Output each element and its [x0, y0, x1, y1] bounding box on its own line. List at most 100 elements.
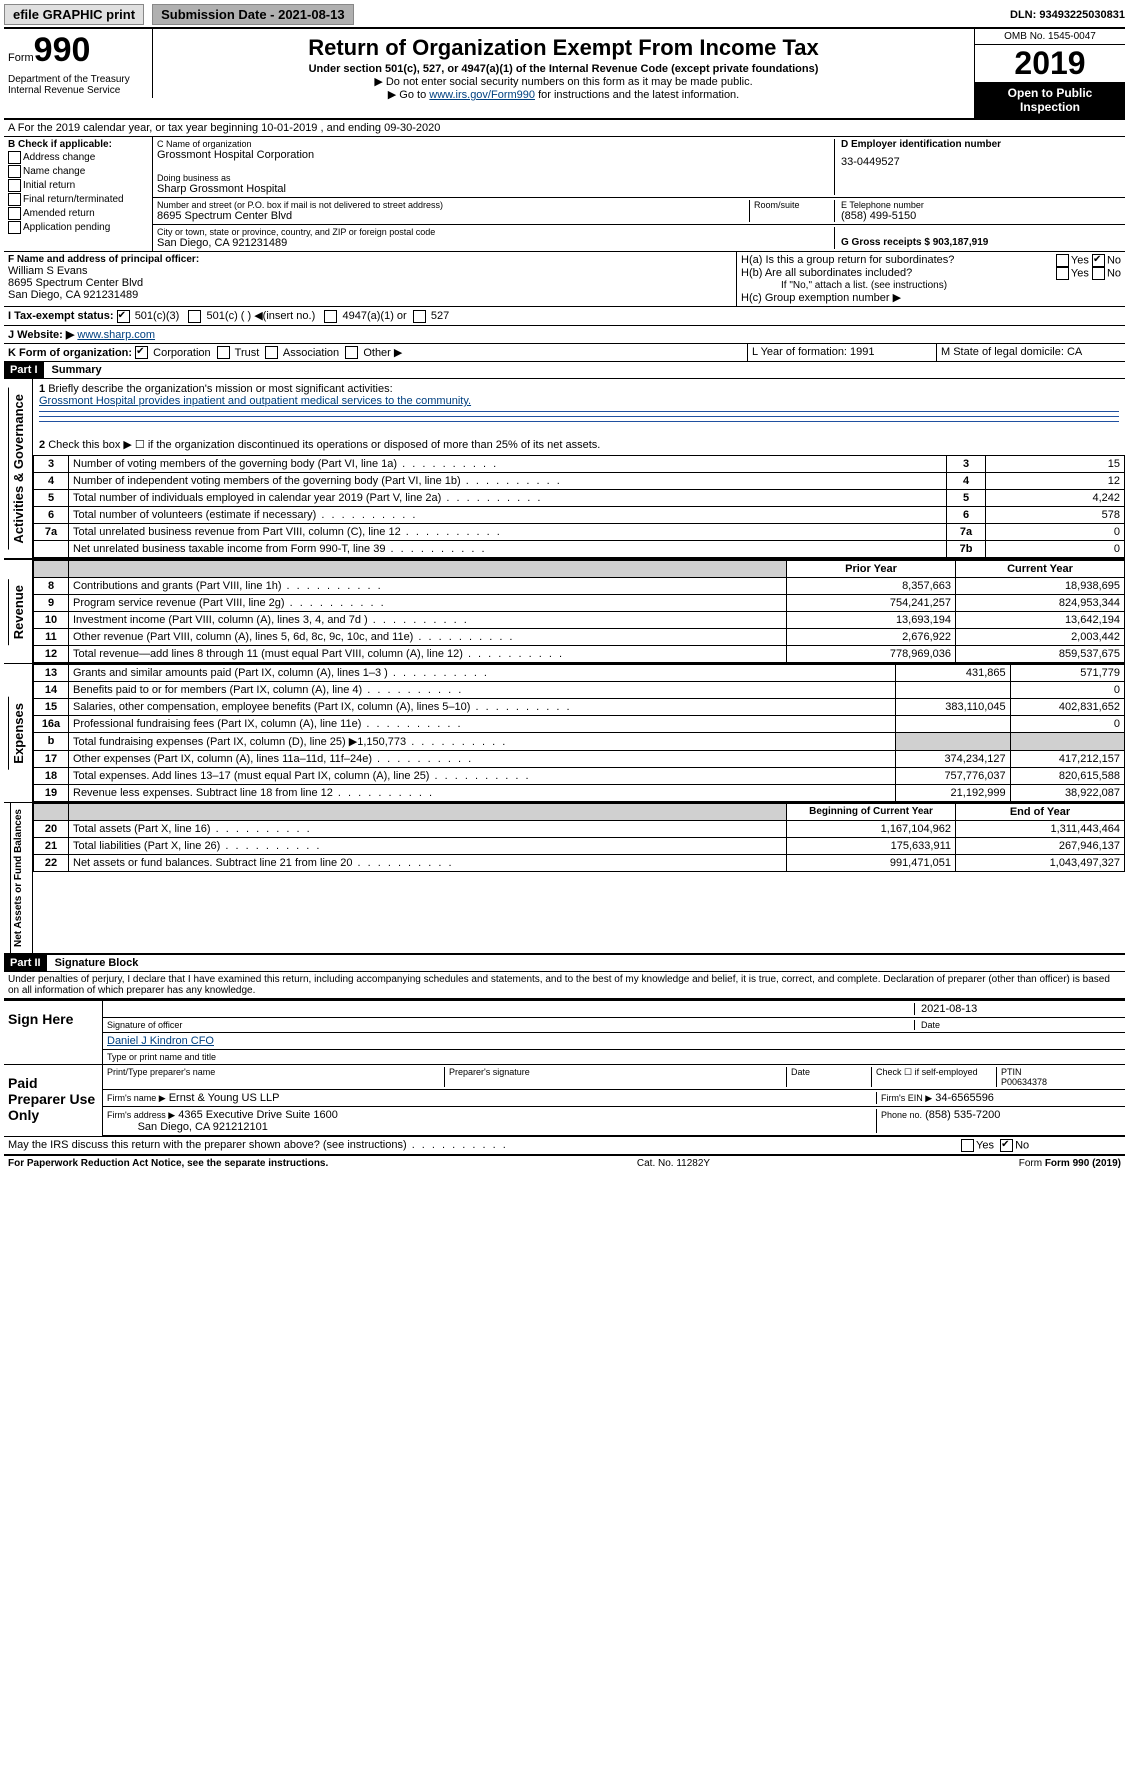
- phone-label: E Telephone number: [841, 200, 1121, 210]
- cb-initial-return[interactable]: [8, 179, 21, 192]
- sig-date-val: 2021-08-13: [914, 1003, 1121, 1015]
- box-l: L Year of formation: 1991: [747, 344, 936, 362]
- row-j: J Website: ▶ www.sharp.com: [4, 326, 1125, 344]
- side-label-exp: Expenses: [8, 697, 28, 770]
- table-row: 13Grants and similar amounts paid (Part …: [34, 665, 1125, 682]
- h-note: If "No," attach a list. (see instruction…: [741, 280, 1121, 291]
- city-label: City or town, state or province, country…: [157, 227, 834, 237]
- h-c-label: H(c) Group exemption number ▶: [741, 291, 1121, 304]
- firm-ein-label: Firm's EIN ▶: [881, 1093, 932, 1103]
- gross-receipts: G Gross receipts $ 903,187,919: [841, 237, 1121, 248]
- open-public-label: Open to Public Inspection: [975, 82, 1125, 118]
- cb-hb-no[interactable]: [1092, 267, 1105, 280]
- part2-header-row: Part II Signature Block: [4, 955, 1125, 972]
- self-employed-label: Check ☐ if self-employed: [871, 1067, 996, 1087]
- ein-value: 33-0449527: [841, 156, 1121, 168]
- cb-discuss-no[interactable]: [1000, 1139, 1013, 1152]
- sign-here-section: Sign Here 2021-08-13 Signature of office…: [4, 999, 1125, 1064]
- cb-address-change[interactable]: [8, 151, 21, 164]
- website-link[interactable]: www.sharp.com: [77, 329, 155, 341]
- addr-label: Number and street (or P.O. box if mail i…: [157, 200, 749, 210]
- cb-discuss-yes[interactable]: [961, 1139, 974, 1152]
- table-row: 6Total number of volunteers (estimate if…: [34, 507, 1125, 524]
- side-label-net: Net Assets or Fund Balances: [10, 803, 26, 953]
- h-a-label: H(a) Is this a group return for subordin…: [741, 254, 954, 267]
- cb-ha-no[interactable]: [1092, 254, 1105, 267]
- cb-final-return[interactable]: [8, 193, 21, 206]
- phone-value: (858) 499-5150: [841, 210, 1121, 222]
- cb-app-pending[interactable]: [8, 221, 21, 234]
- box-k-label: K Form of organization:: [8, 347, 132, 359]
- cb-ha-yes[interactable]: [1056, 254, 1069, 267]
- ptin-value: P00634378: [1001, 1077, 1047, 1087]
- officer-addr1: 8695 Spectrum Center Blvd: [8, 277, 732, 289]
- side-label-gov: Activities & Governance: [8, 388, 28, 550]
- box-b-label: B Check if applicable:: [8, 139, 148, 150]
- side-label-rev: Revenue: [8, 579, 28, 645]
- table-row: 12Total revenue—add lines 8 through 11 (…: [34, 646, 1125, 663]
- q2-label: Check this box ▶ ☐ if the organization d…: [48, 439, 600, 451]
- ptin-label: PTIN: [1001, 1067, 1022, 1077]
- efile-button[interactable]: efile GRAPHIC print: [4, 4, 144, 25]
- cb-amended[interactable]: [8, 207, 21, 220]
- expenses-table: 13Grants and similar amounts paid (Part …: [33, 664, 1125, 802]
- firm-addr-label: Firm's address ▶: [107, 1110, 175, 1120]
- table-row: 22Net assets or fund balances. Subtract …: [34, 855, 1125, 872]
- form-header: Form990 Department of the Treasury Inter…: [4, 29, 1125, 119]
- part1-revenue: Revenue Prior YearCurrent Year8Contribut…: [4, 560, 1125, 664]
- prep-date-label: Date: [786, 1067, 871, 1087]
- table-row: 3Number of voting members of the governi…: [34, 456, 1125, 473]
- sign-here-label: Sign Here: [4, 1001, 103, 1064]
- cb-hb-yes[interactable]: [1056, 267, 1069, 280]
- line-a: A For the 2019 calendar year, or tax yea…: [4, 119, 1125, 137]
- omb-label: OMB No. 1545-0047: [975, 29, 1125, 45]
- discuss-row: May the IRS discuss this return with the…: [4, 1136, 1125, 1155]
- cb-other[interactable]: [345, 346, 358, 359]
- cb-assoc[interactable]: [265, 346, 278, 359]
- table-row: 14Benefits paid to or for members (Part …: [34, 682, 1125, 699]
- irs-label: Internal Revenue Service: [8, 85, 148, 96]
- cb-501c3[interactable]: [117, 310, 130, 323]
- box-j-label: J Website: ▶: [8, 329, 74, 341]
- table-row: 11Other revenue (Part VIII, column (A), …: [34, 629, 1125, 646]
- tax-year: 2019: [975, 45, 1125, 82]
- firm-phone-label: Phone no.: [881, 1110, 922, 1120]
- part1-title: Summary: [44, 364, 102, 376]
- table-row: 10Investment income (Part VIII, column (…: [34, 612, 1125, 629]
- cb-trust[interactable]: [217, 346, 230, 359]
- firm-ein: 34-6565596: [935, 1092, 994, 1104]
- room-label: Room/suite: [754, 200, 834, 210]
- submission-date-button[interactable]: Submission Date - 2021-08-13: [152, 4, 354, 25]
- perjury-text: Under penalties of perjury, I declare th…: [4, 972, 1125, 999]
- cb-corp[interactable]: [135, 346, 148, 359]
- box-f-label: F Name and address of principal officer:: [8, 254, 732, 265]
- officer-typed-name: Daniel J Kindron CFO: [107, 1035, 214, 1047]
- table-row: 15Salaries, other compensation, employee…: [34, 699, 1125, 716]
- cb-4947[interactable]: [324, 310, 337, 323]
- table-row: 19Revenue less expenses. Subtract line 1…: [34, 785, 1125, 802]
- cb-name-change[interactable]: [8, 165, 21, 178]
- table-row: 20Total assets (Part X, line 16)1,167,10…: [34, 821, 1125, 838]
- instr-link[interactable]: www.irs.gov/Form990: [429, 89, 535, 101]
- officer-name: William S Evans: [8, 265, 732, 277]
- form-subtitle: Under section 501(c), 527, or 4947(a)(1)…: [161, 63, 966, 75]
- cb-501c[interactable]: [188, 310, 201, 323]
- dba-label: Doing business as: [157, 173, 834, 183]
- form-title: Return of Organization Exempt From Incom…: [161, 35, 966, 61]
- table-row: 17Other expenses (Part IX, column (A), l…: [34, 751, 1125, 768]
- cb-527[interactable]: [413, 310, 426, 323]
- table-row: 18Total expenses. Add lines 13–17 (must …: [34, 768, 1125, 785]
- part1-netassets: Net Assets or Fund Balances Beginning of…: [4, 803, 1125, 955]
- governance-table: 3Number of voting members of the governi…: [33, 455, 1125, 558]
- h-b-label: H(b) Are all subordinates included?: [741, 267, 912, 280]
- table-row: 21Total liabilities (Part X, line 26)175…: [34, 838, 1125, 855]
- firm-name: Ernst & Young US LLP: [169, 1092, 280, 1104]
- q1-answer: Grossmont Hospital provides inpatient an…: [39, 395, 471, 407]
- firm-addr2: San Diego, CA 921212101: [138, 1121, 268, 1133]
- form-number: 990: [34, 31, 91, 69]
- type-name-label: Type or print name and title: [103, 1050, 1125, 1064]
- top-toolbar: efile GRAPHIC print Submission Date - 20…: [4, 4, 1125, 29]
- firm-name-label: Firm's name ▶: [107, 1093, 166, 1103]
- street-addr: 8695 Spectrum Center Blvd: [157, 210, 749, 222]
- sig-officer-label: Signature of officer: [107, 1020, 914, 1030]
